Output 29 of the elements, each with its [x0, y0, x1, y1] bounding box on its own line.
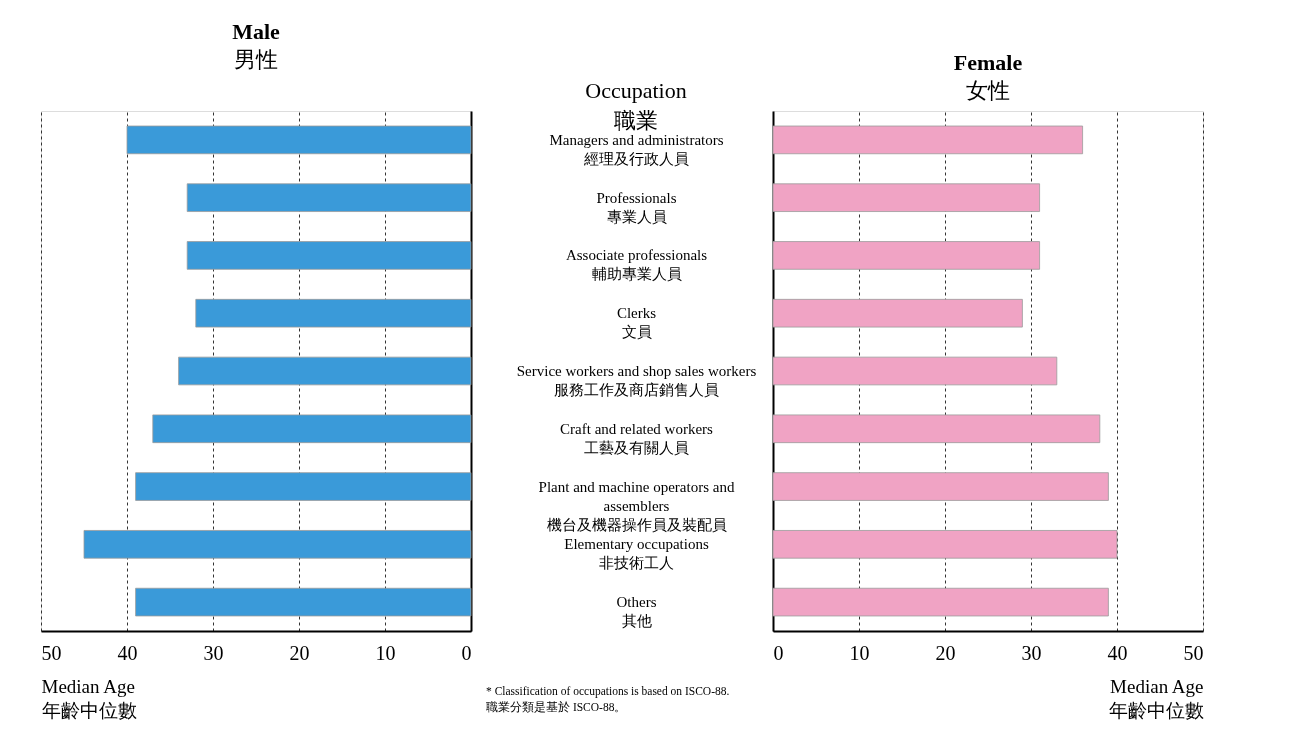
text: * Classification of occupations is based on ISCO-88. 職業分類是基於 ISCO-88。 [486, 685, 730, 713]
x-tick-label: 40 [1107, 641, 1128, 664]
x-tick-label: 10 [375, 641, 396, 664]
x-tick-label: 0 [773, 641, 784, 664]
y-tick-label: Craft and related workers 工藝及有關人員 [560, 420, 714, 456]
y-tick-label: Service workers and shop sales workers 服務工作及商店銷售人員 [516, 363, 757, 398]
x-tick-label: 20 [289, 641, 310, 664]
y-axis-title: Occupation 職業 [585, 78, 687, 133]
y-tick-label: Associate professionals 輔助專業人員 [565, 247, 708, 283]
x-tick-label: 0 [461, 641, 472, 664]
y-tick-label: Professionals 專業人員 [596, 189, 677, 225]
chart-title: Male [232, 19, 281, 44]
x-tick-label: 50 [41, 641, 62, 664]
chart-title: Female [953, 50, 1023, 75]
chart-subtitle: 女性 [966, 78, 1010, 103]
x-axis-title: Median Age 年齡中位數 [41, 675, 137, 721]
chart-subtitle: 男性 [234, 47, 278, 72]
y-tick-label: Managers and administrators 經理及行政人員 [549, 131, 724, 167]
x-tick-label: 50 [1183, 641, 1204, 664]
x-axis-title: Median Age 年齡中位數 [1108, 675, 1204, 721]
x-tick-label: 30 [1021, 641, 1042, 664]
y-tick-label: Plant and machine operators and assemblers 機台及機器操作員及裝配員 [538, 478, 735, 533]
x-tick-label: 30 [203, 641, 224, 664]
y-tick-label: Clerks 文員 [616, 305, 657, 341]
y-tick-label: Elementary occupations 非技術工人 [564, 536, 709, 572]
x-tick-label: 40 [117, 641, 138, 664]
y-tick-label: Others 其他 [616, 594, 657, 630]
x-tick-label: 10 [849, 641, 870, 664]
x-tick-label: 20 [935, 641, 956, 664]
